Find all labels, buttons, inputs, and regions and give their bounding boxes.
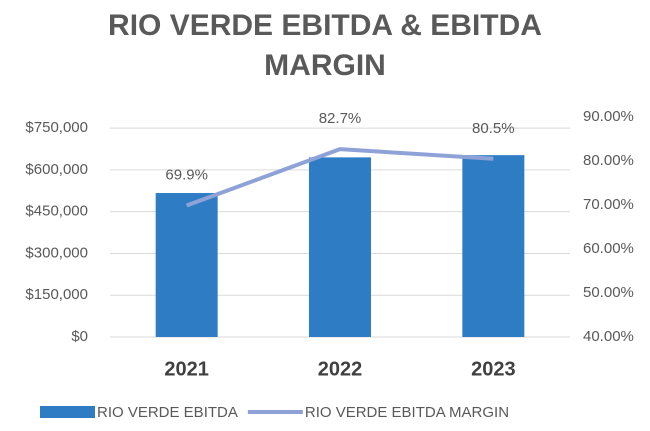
legend-label: RIO VERDE EBITDA <box>97 404 238 421</box>
y2-tick-label: 50.00% <box>583 284 634 301</box>
y-tick-label: $150,000 <box>25 286 88 303</box>
y2-tick-label: 60.00% <box>583 240 634 257</box>
y2-tick-label: 90.00% <box>583 108 634 125</box>
legend-label: RIO VERDE EBITDA MARGIN <box>305 404 509 421</box>
bar <box>309 157 371 337</box>
bar <box>155 193 218 337</box>
legend-swatch <box>40 406 95 418</box>
data-label: 69.9% <box>165 166 208 183</box>
x-tick-label: 2023 <box>471 358 516 380</box>
line <box>185 147 494 208</box>
x-tick-label: 2021 <box>164 358 209 380</box>
bar <box>462 155 525 337</box>
y-tick-label: $450,000 <box>25 203 88 220</box>
y2-tick-label: 40.00% <box>583 328 634 345</box>
y2-tick-label: 80.00% <box>583 152 634 169</box>
y-tick-label: $600,000 <box>25 161 88 178</box>
data-label: 82.7% <box>319 110 362 127</box>
x-tick-label: 2022 <box>318 358 363 380</box>
y-tick-label: $0 <box>71 328 88 345</box>
y-tick-label: $300,000 <box>25 244 88 261</box>
data-label: 80.5% <box>472 120 515 137</box>
y-tick-label: $750,000 <box>25 119 88 136</box>
chart-title: RIO VERDE EBITDA & EBITDA MARGIN <box>108 9 542 82</box>
y2-tick-label: 70.00% <box>583 196 634 213</box>
